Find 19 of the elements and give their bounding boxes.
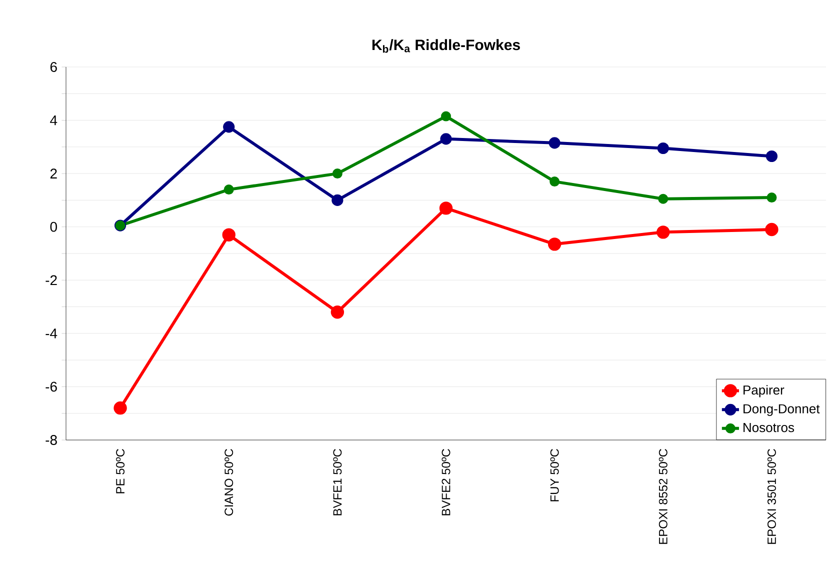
legend-label: Nosotros xyxy=(744,423,794,432)
y-tick-label: 2 xyxy=(50,168,57,178)
legend-label: Dong-Donnet xyxy=(744,404,820,416)
x-tick-label: FUY 50ºC xyxy=(550,448,559,502)
y-tick-label: 4 xyxy=(50,115,58,126)
x-tick-label: BVFE1 50ºC xyxy=(333,448,342,516)
x-tick-label: BVFE2 50ºC xyxy=(442,448,450,516)
x-tick-label: EPOXI 8552 50ºC xyxy=(658,448,668,544)
x-tick-label: PE 50ºC xyxy=(116,448,125,494)
legend-label: Papirer xyxy=(744,385,784,398)
y-tick-label: -6 xyxy=(46,382,57,392)
y-tick-label: -4 xyxy=(46,328,58,338)
y-tick-label: 6 xyxy=(50,62,57,72)
y-tick-label: -8 xyxy=(46,435,57,445)
chart-title: K$_{b}$/K$_{a}$ Riddle-Fowkes xyxy=(372,39,520,53)
x-tick-label: CIANO 50ºC xyxy=(224,448,234,516)
y-tick-label: 0 xyxy=(50,222,57,232)
x-tick-label: EPOXI 3501 50ºC xyxy=(767,448,776,544)
y-tick-label: -2 xyxy=(46,275,57,286)
